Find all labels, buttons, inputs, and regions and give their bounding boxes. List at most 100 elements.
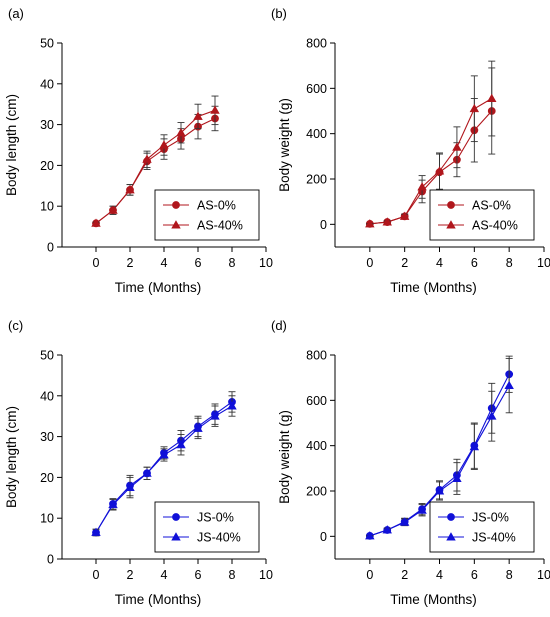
x-axis-title-c: Time (Months) xyxy=(115,592,202,607)
data-point xyxy=(176,439,186,449)
y-axis-title-a: Body length (cm) xyxy=(4,94,19,196)
x-tick-label-c: 4 xyxy=(161,568,168,582)
panel-c: (c) 0 2 4 6 8 10 0 10 20 30 40 50 Time (Months) Body l… xyxy=(4,318,273,607)
x-tick-label-b: 8 xyxy=(506,256,513,270)
y-tick-label-c: 20 xyxy=(40,471,54,485)
panel-label-c: (c) xyxy=(8,318,23,333)
data-point xyxy=(469,441,480,451)
y-tick-label-d: 800 xyxy=(306,349,327,363)
data-point xyxy=(469,103,480,113)
data-point xyxy=(227,401,237,410)
legend-label: AS-40% xyxy=(197,219,243,233)
y-tick-label-c: 30 xyxy=(40,430,54,444)
series-d-2 xyxy=(365,357,514,540)
x-tick-label-d: 4 xyxy=(436,568,443,582)
x-axis-title-a: Time (Months) xyxy=(115,280,202,295)
y-tick-label-a: 40 xyxy=(40,77,54,91)
legend-marker xyxy=(446,220,456,229)
y-axis-title-c: Body length (cm) xyxy=(4,406,19,508)
data-point xyxy=(399,211,410,220)
x-tick-label-a: 10 xyxy=(259,256,273,270)
data-point xyxy=(434,166,445,175)
y-tick-label-d: 200 xyxy=(306,485,327,499)
x-tick-label-d: 0 xyxy=(366,568,373,582)
legend-label: JS-0% xyxy=(472,511,509,525)
data-point xyxy=(382,525,392,534)
data-point xyxy=(504,380,514,390)
y-tick-label-b: 600 xyxy=(306,82,327,96)
x-tick-label-c: 0 xyxy=(93,568,100,582)
legend-box-a xyxy=(154,189,260,241)
x-tick-label-b: 4 xyxy=(436,256,443,270)
data-point xyxy=(210,411,220,420)
legend-marker xyxy=(172,201,180,209)
legend-b: AS-0% AS-40% xyxy=(429,189,535,241)
y-tick-label-c: 40 xyxy=(40,389,54,403)
legend-marker xyxy=(171,532,181,541)
data-point xyxy=(159,450,169,459)
x-tick-label-a: 6 xyxy=(195,256,202,270)
legend-label: AS-40% xyxy=(472,219,518,233)
data-point xyxy=(91,218,101,227)
y-tick-label-b: 0 xyxy=(320,218,327,232)
legend-box-c xyxy=(154,501,260,553)
panel-label-b: (b) xyxy=(271,6,287,21)
data-point xyxy=(399,517,410,526)
y-tick-label-a: 30 xyxy=(40,118,54,132)
data-point xyxy=(382,217,392,226)
data-point xyxy=(91,527,101,536)
data-point xyxy=(487,93,497,102)
legend-box-d xyxy=(429,501,535,553)
data-point xyxy=(452,142,462,151)
x-tick-label-a: 8 xyxy=(229,256,236,270)
panel-label-a: (a) xyxy=(8,6,24,21)
legend-d: JS-0% JS-40% xyxy=(429,501,535,553)
legend-marker xyxy=(171,220,181,229)
data-point xyxy=(142,154,152,163)
data-point xyxy=(193,423,203,432)
x-tick-label-d: 8 xyxy=(506,568,513,582)
y-tick-label-b: 200 xyxy=(306,173,327,187)
panel-label-d: (d) xyxy=(271,318,287,333)
data-point xyxy=(487,411,497,420)
legend-label: AS-0% xyxy=(197,199,236,213)
y-tick-label-a: 50 xyxy=(40,37,54,51)
legend-label: JS-0% xyxy=(197,511,234,525)
y-tick-label-d: 0 xyxy=(320,530,327,544)
x-tick-label-b: 6 xyxy=(471,256,478,270)
x-tick-label-b: 10 xyxy=(537,256,550,270)
x-tick-label-b: 0 xyxy=(366,256,373,270)
data-point xyxy=(108,499,118,509)
series-a-2 xyxy=(91,95,220,227)
x-tick-label-a: 2 xyxy=(127,256,134,270)
y-tick-label-c: 50 xyxy=(40,349,54,363)
legend-marker xyxy=(446,532,456,541)
data-point xyxy=(452,473,462,482)
x-tick-label-a: 0 xyxy=(93,256,100,270)
legend-label: AS-0% xyxy=(472,199,511,213)
panel-a: (a) 0 2 4 6 8 10 0 10 20 30 40 50 Time (Months) Body l… xyxy=(4,6,273,295)
y-tick-label-a: 20 xyxy=(40,159,54,173)
series-b-2 xyxy=(365,60,497,228)
x-tick-label-c: 10 xyxy=(259,568,273,582)
legend-marker xyxy=(172,513,180,521)
legend-marker xyxy=(447,513,455,521)
x-tick-label-c: 8 xyxy=(229,568,236,582)
y-tick-label-a: 10 xyxy=(40,200,54,214)
y-tick-label-d: 400 xyxy=(306,439,327,453)
y-tick-label-d: 600 xyxy=(306,394,327,408)
x-tick-label-a: 4 xyxy=(161,256,168,270)
y-tick-label-c: 10 xyxy=(40,512,54,526)
data-point xyxy=(125,482,135,492)
data-point xyxy=(193,111,203,120)
legend-a: AS-0% AS-40% xyxy=(154,189,260,241)
x-tick-label-d: 6 xyxy=(471,568,478,582)
legend-label: JS-40% xyxy=(472,531,516,545)
x-tick-label-d: 2 xyxy=(401,568,408,582)
x-tick-label-c: 2 xyxy=(127,568,134,582)
y-tick-label-a: 0 xyxy=(47,241,54,255)
panel-b: (b) 0 2 4 6 8 10 0 200 400 600 800 Time (Months) Body… xyxy=(271,6,550,295)
y-axis-title-b: Body weight (g) xyxy=(277,98,292,192)
data-point xyxy=(159,140,169,149)
